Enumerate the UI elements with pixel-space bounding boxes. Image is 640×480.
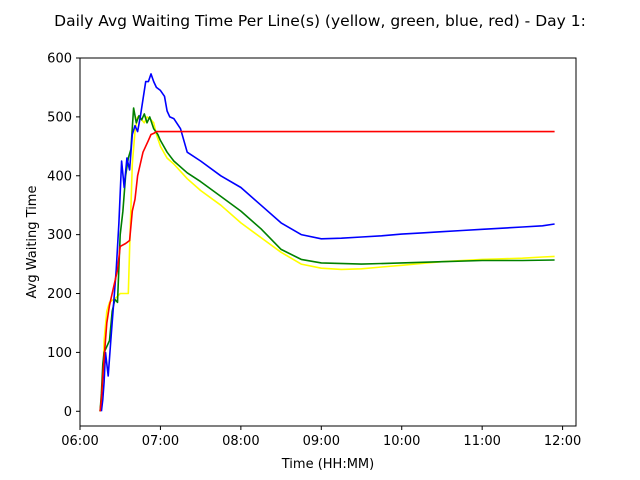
x-axis-label: Time (HH:MM) [281,457,374,472]
x-tick-label: 12:00 [544,434,581,449]
x-tick-label: 07:00 [142,434,179,449]
plot-frame [79,57,577,427]
y-tick-label: 0 [64,405,72,420]
y-axis-label: Avg Waiting Time [25,186,40,299]
series-line [100,73,555,412]
y-tick-label: 400 [47,169,72,184]
y-tick-label: 100 [47,346,72,361]
y-tick-label: 600 [47,52,72,67]
x-tick-label: 10:00 [383,434,420,449]
series-line [99,130,555,412]
x-tick-label: 09:00 [303,434,340,449]
y-tick-label: 500 [47,110,72,125]
y-tick-label: 200 [47,287,72,302]
axes-layer: 06:00 07:00 08:00 09:00 10:00 11:00 12:00 0 100 2… [47,52,581,450]
x-tick-label: 08:00 [222,434,259,449]
chart-title: Daily Avg Waiting Time Per Line(s) (yell… [54,12,586,30]
y-tick-label: 300 [47,228,72,243]
x-tick-label: 06:00 [61,434,98,449]
series-layer [99,73,555,412]
x-tick-label: 11:00 [463,434,500,449]
